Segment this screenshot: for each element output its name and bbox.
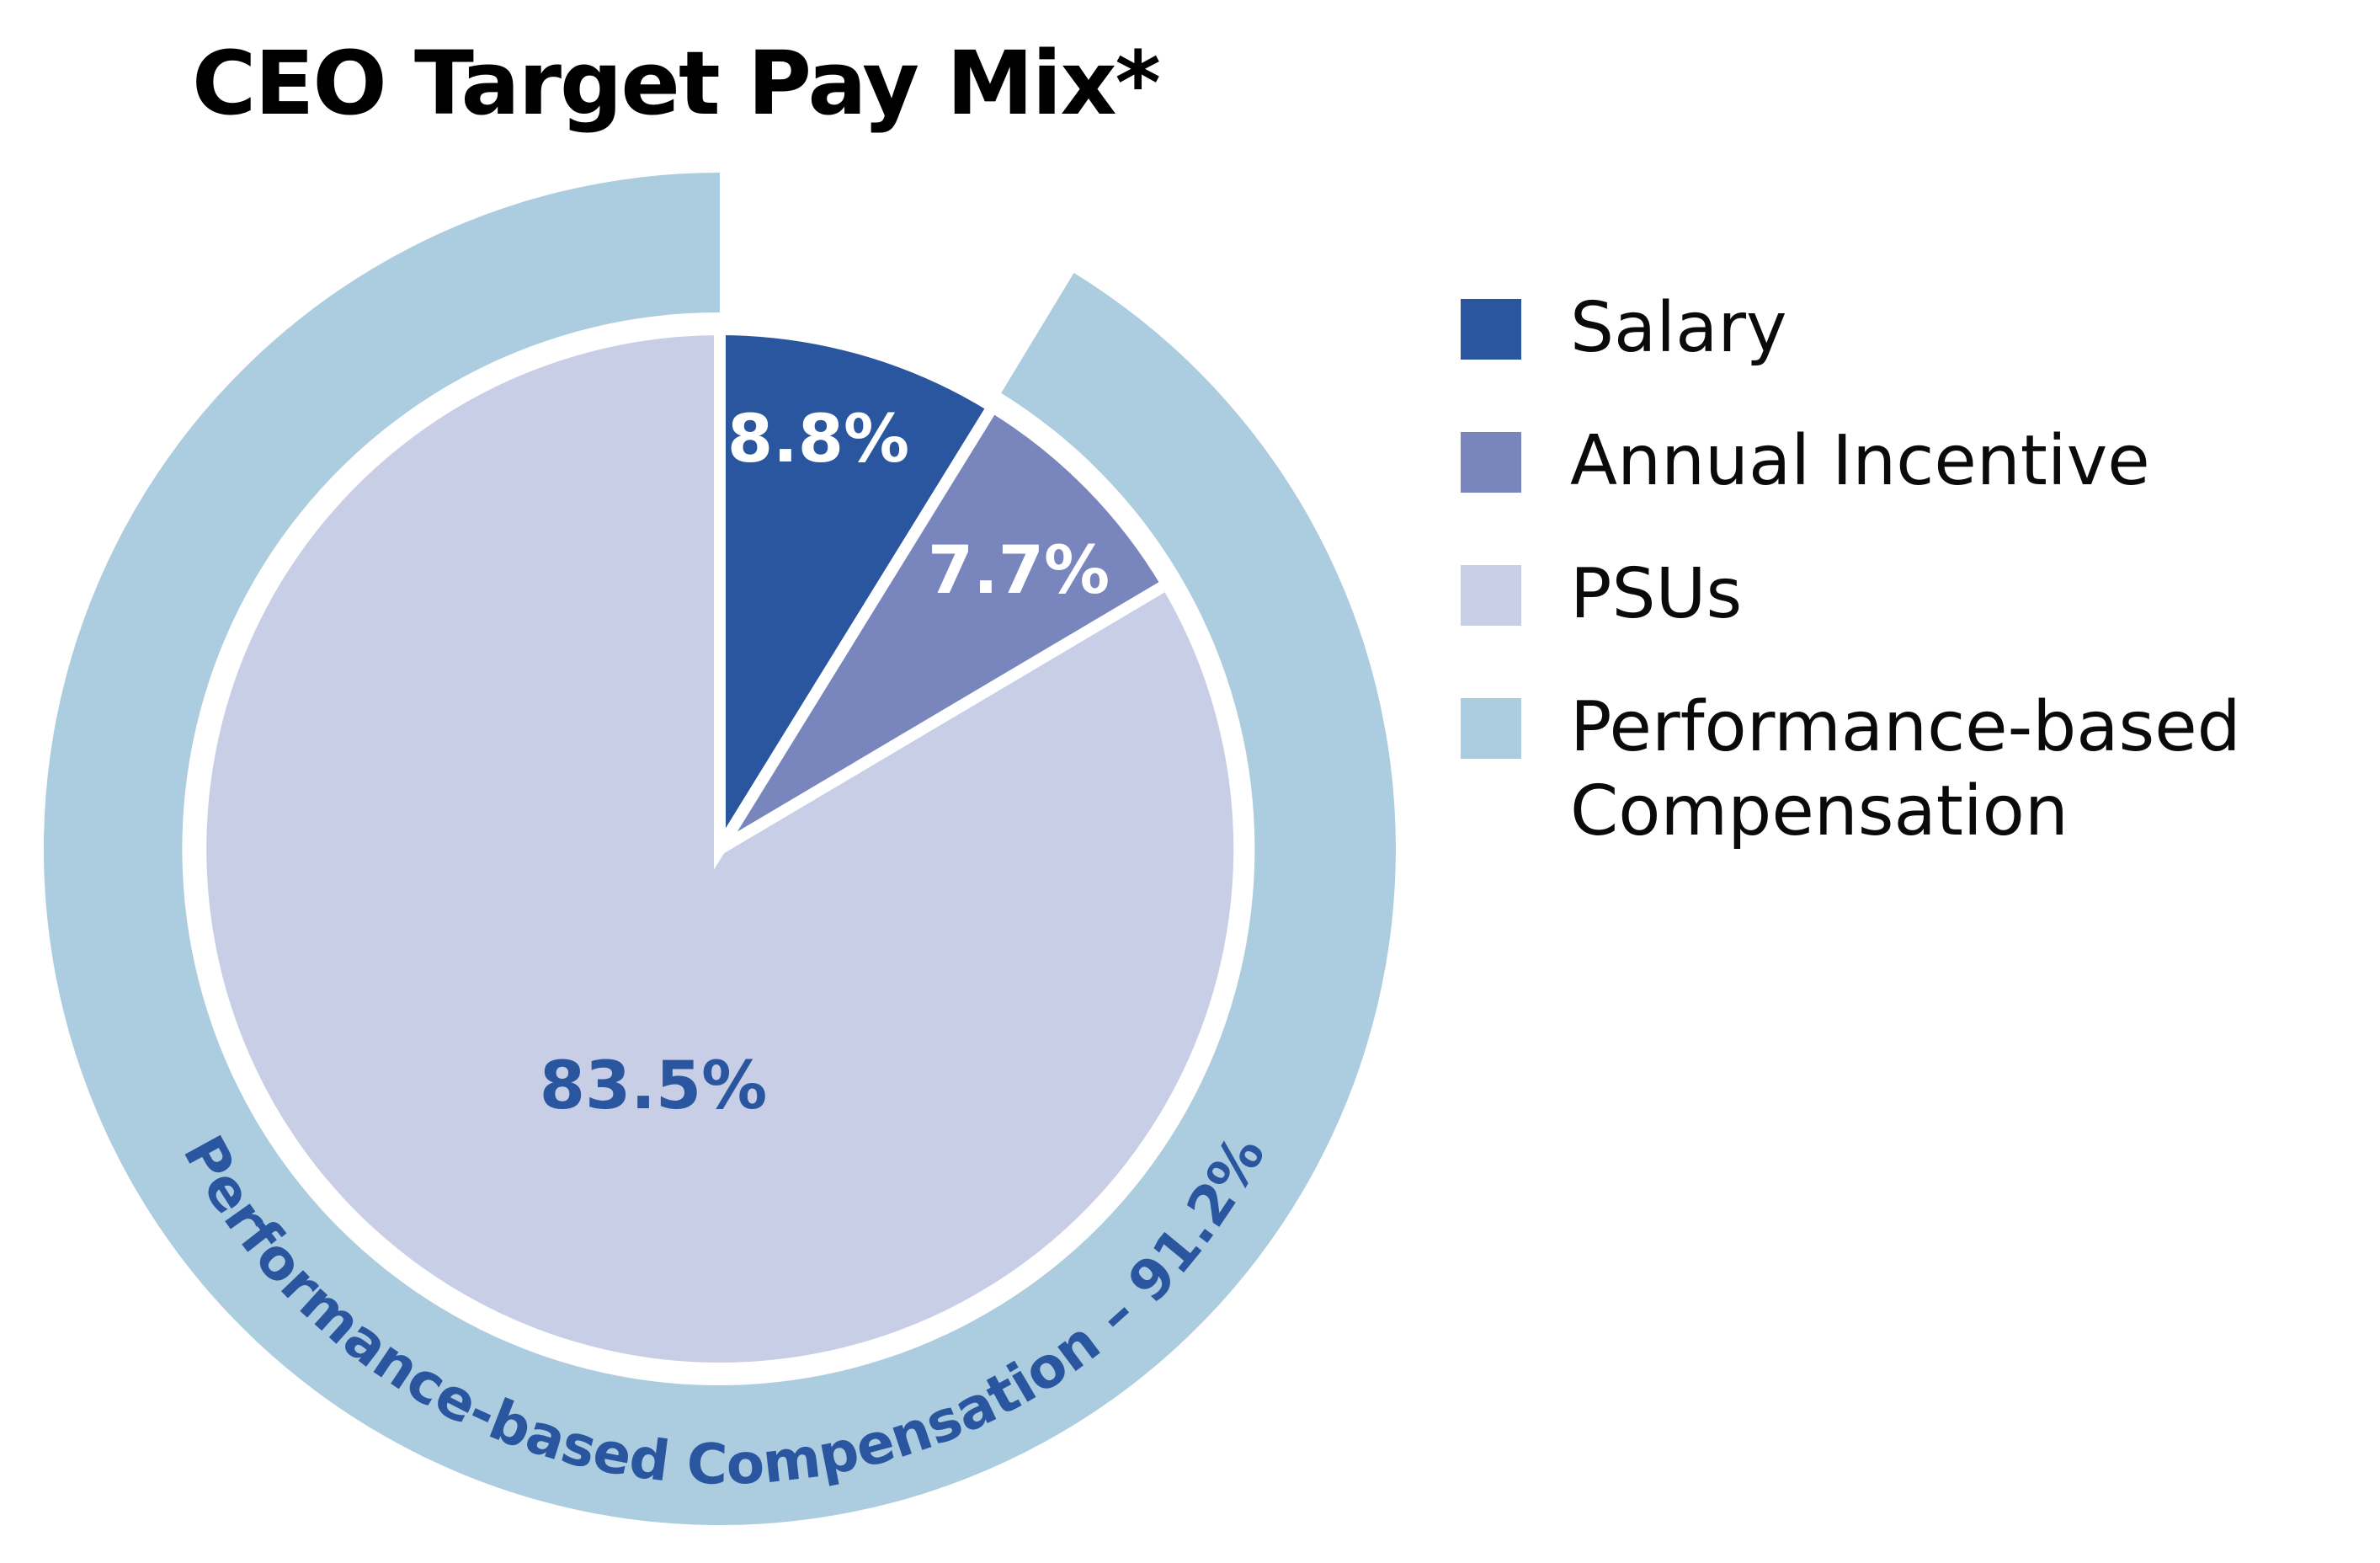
swatch-performance-based (1461, 698, 1521, 759)
legend-item-salary: Salary (1461, 286, 2345, 371)
label-annual-incentive: 7.7% (928, 533, 1110, 609)
legend-item-performance-based: Performance-based Compensation (1461, 685, 2345, 854)
label-salary: 8.8% (727, 402, 909, 477)
swatch-annual-incentive (1461, 432, 1521, 493)
legend-label: Annual Incentive (1570, 421, 2150, 501)
swatch-psus (1461, 565, 1521, 626)
legend-label: Performance-based Compensation (1570, 687, 2241, 851)
slice-annual-incentive (715, 398, 1175, 855)
legend-label: Salary (1570, 288, 1787, 368)
legend-item-psus: PSUs (1461, 552, 2345, 637)
legend-label: PSUs (1570, 554, 1743, 634)
chart-title: CEO Target Pay Mix* (192, 32, 1161, 135)
label-psus: 83.5% (540, 1048, 768, 1124)
slice-salary (714, 323, 1001, 870)
legend-item-annual-incentive: Annual Incentive (1461, 419, 2345, 504)
swatch-salary (1461, 299, 1521, 360)
legend: Salary Annual Incentive PSUs Performance… (1461, 286, 2345, 903)
